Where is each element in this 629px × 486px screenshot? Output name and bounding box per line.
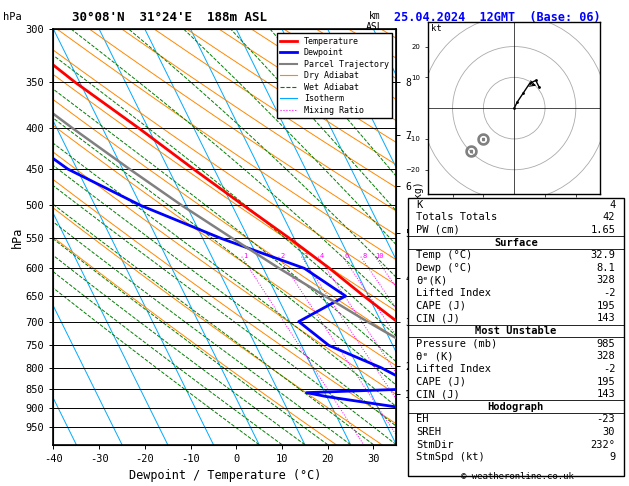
Text: EH: EH [416, 415, 429, 424]
Text: 232°: 232° [590, 440, 615, 450]
Text: SREH: SREH [416, 427, 442, 437]
Text: 6: 6 [345, 253, 349, 259]
Text: -2: -2 [603, 288, 615, 298]
Text: 2: 2 [281, 253, 285, 259]
Text: 25.04.2024  12GMT  (Base: 06): 25.04.2024 12GMT (Base: 06) [394, 11, 600, 24]
Text: Surface: Surface [494, 238, 538, 247]
Text: hPa: hPa [3, 12, 22, 22]
Text: K: K [416, 200, 423, 209]
Text: Hodograph: Hodograph [487, 402, 544, 412]
Text: 1.65: 1.65 [590, 225, 615, 235]
Text: 30: 30 [603, 427, 615, 437]
Text: 8.1: 8.1 [596, 263, 615, 273]
Text: Pressure (mb): Pressure (mb) [416, 339, 498, 348]
Y-axis label: Mixing Ratio (g/kg): Mixing Ratio (g/kg) [414, 181, 424, 293]
Text: 8: 8 [363, 253, 367, 259]
Text: © weatheronline.co.uk: © weatheronline.co.uk [460, 472, 574, 481]
Y-axis label: hPa: hPa [11, 226, 25, 247]
Text: StmDir: StmDir [416, 440, 454, 450]
Text: 143: 143 [596, 313, 615, 323]
Text: km
ASL: km ASL [365, 11, 383, 32]
Text: 328: 328 [596, 351, 615, 361]
X-axis label: Dewpoint / Temperature (°C): Dewpoint / Temperature (°C) [129, 469, 321, 482]
Text: 42: 42 [603, 212, 615, 222]
Text: CIN (J): CIN (J) [416, 313, 460, 323]
Text: PW (cm): PW (cm) [416, 225, 460, 235]
Text: 195: 195 [596, 377, 615, 386]
Text: 4: 4 [609, 200, 615, 209]
Text: Lifted Index: Lifted Index [416, 364, 491, 374]
Text: 985: 985 [596, 339, 615, 348]
Text: 195: 195 [596, 301, 615, 311]
Text: Totals Totals: Totals Totals [416, 212, 498, 222]
Text: 4: 4 [320, 253, 325, 259]
Text: Dewp (°C): Dewp (°C) [416, 263, 472, 273]
Text: CAPE (J): CAPE (J) [416, 377, 466, 386]
Text: Temp (°C): Temp (°C) [416, 250, 472, 260]
Text: 143: 143 [596, 389, 615, 399]
Text: CIN (J): CIN (J) [416, 389, 460, 399]
Text: StmSpd (kt): StmSpd (kt) [416, 452, 485, 462]
Text: 9: 9 [609, 452, 615, 462]
Text: θᵉ(K): θᵉ(K) [416, 276, 447, 285]
Legend: Temperature, Dewpoint, Parcel Trajectory, Dry Adiabat, Wet Adiabat, Isotherm, Mi: Temperature, Dewpoint, Parcel Trajectory… [277, 34, 392, 118]
Text: -2: -2 [603, 364, 615, 374]
Text: kt: kt [431, 24, 442, 33]
Text: CAPE (J): CAPE (J) [416, 301, 466, 311]
Text: θᵉ (K): θᵉ (K) [416, 351, 454, 361]
Text: Most Unstable: Most Unstable [475, 326, 557, 336]
Text: 32.9: 32.9 [590, 250, 615, 260]
Text: 10: 10 [375, 253, 384, 259]
Text: 1: 1 [243, 253, 248, 259]
Text: 3: 3 [303, 253, 308, 259]
Text: 328: 328 [596, 276, 615, 285]
Text: Lifted Index: Lifted Index [416, 288, 491, 298]
Text: -23: -23 [596, 415, 615, 424]
Text: 30°08'N  31°24'E  188m ASL: 30°08'N 31°24'E 188m ASL [72, 11, 267, 24]
